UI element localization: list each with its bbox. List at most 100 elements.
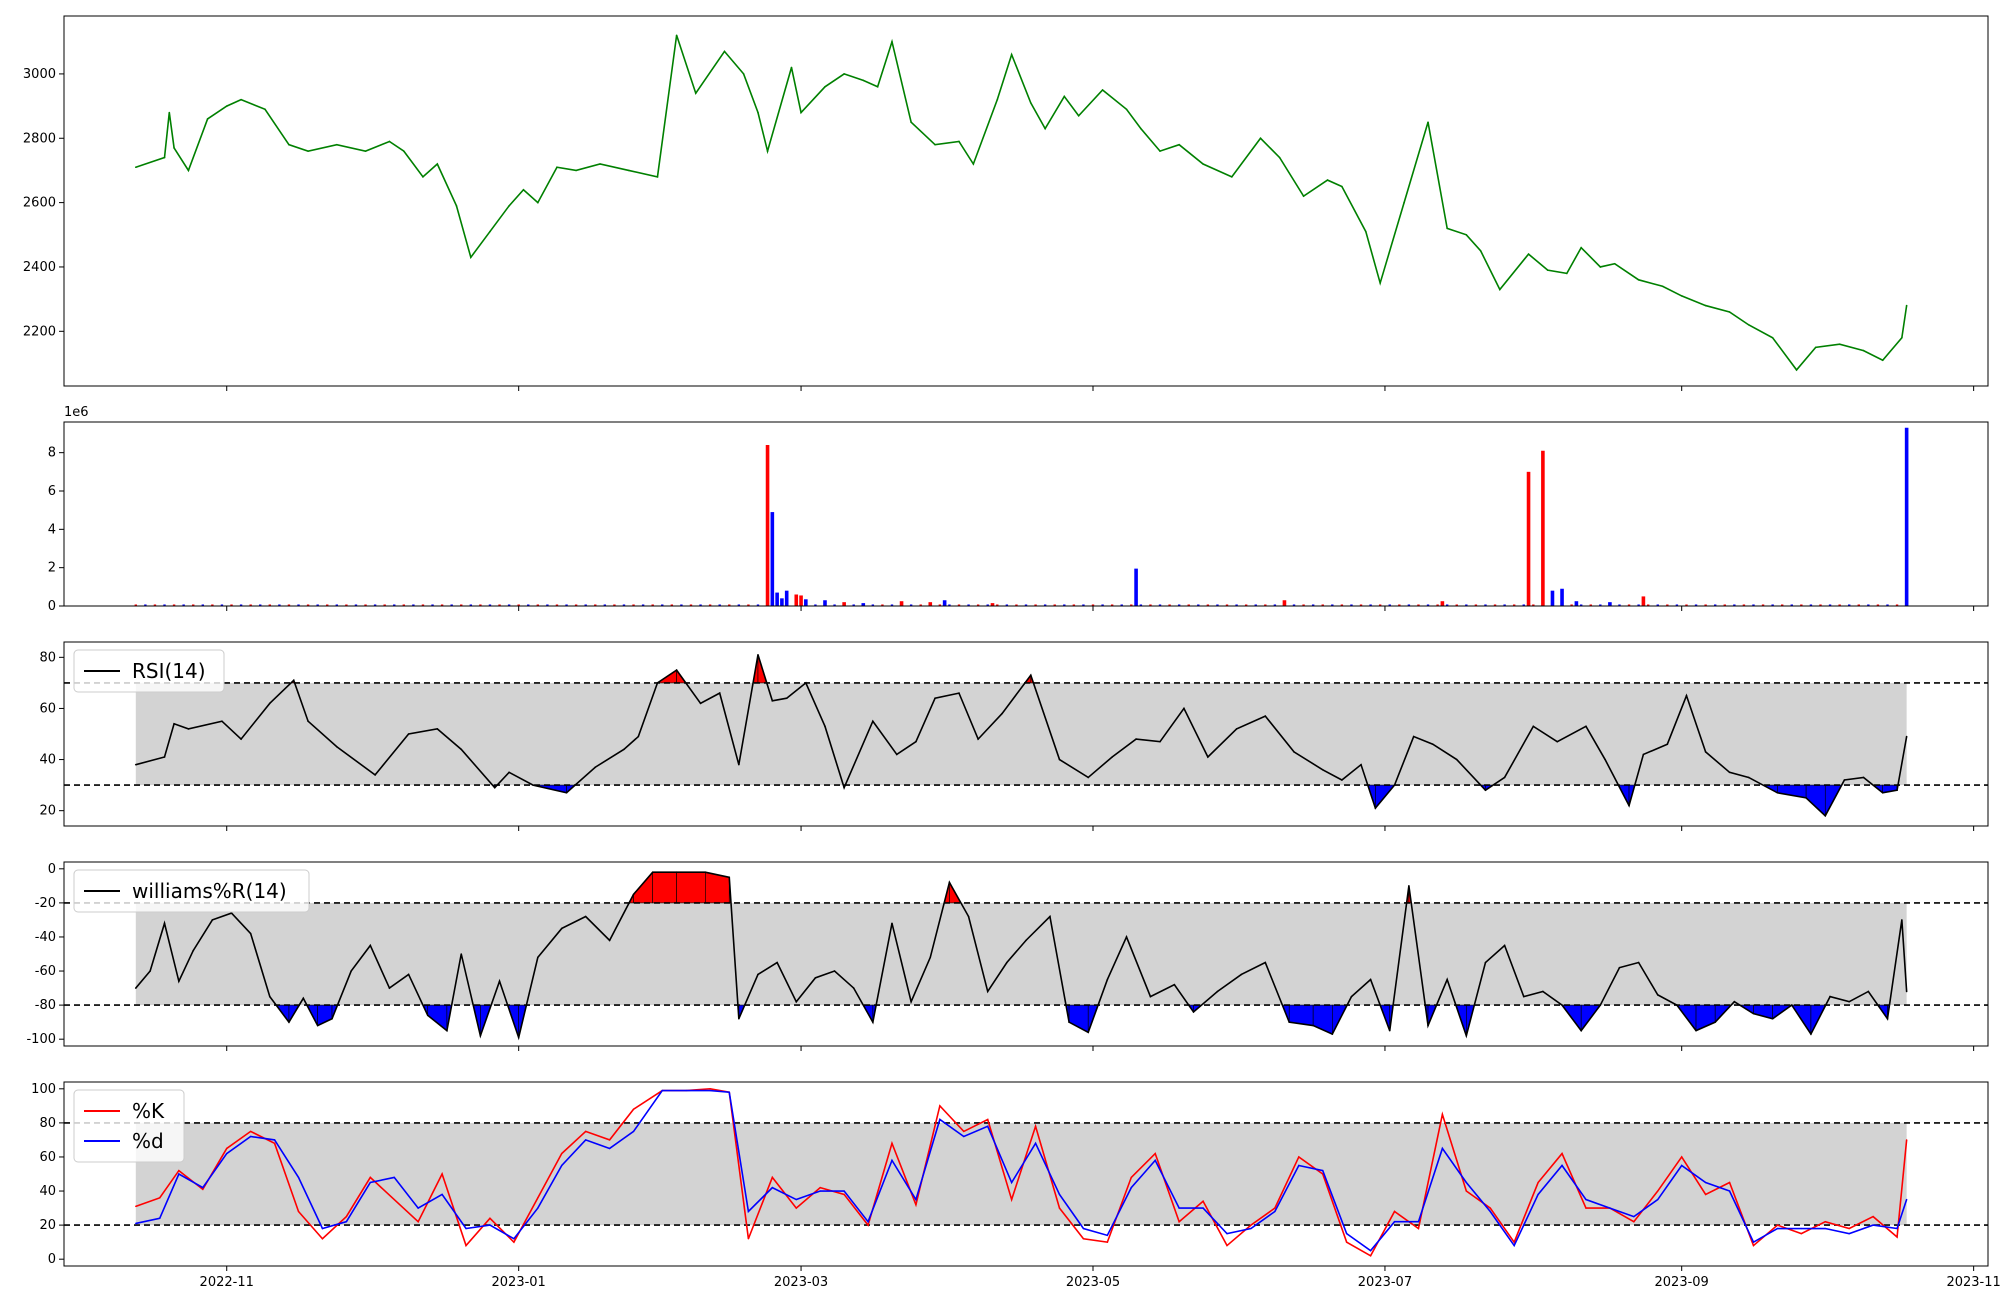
volume-bar	[1512, 604, 1516, 606]
k-point	[1905, 1139, 1908, 1141]
volume-bar	[1685, 604, 1688, 606]
price-panel-frame	[63, 15, 1989, 387]
williams_r-point	[1192, 1011, 1195, 1013]
rsi-point	[805, 682, 807, 684]
rsi-point	[1905, 735, 1908, 738]
rsi-point	[1207, 756, 1209, 758]
williams_r-point	[584, 915, 587, 918]
rsi-point	[307, 720, 309, 723]
volume-bar	[335, 604, 339, 606]
y-tick-label: 0	[48, 862, 56, 877]
volume-bar	[1761, 604, 1765, 606]
volume-bar	[1282, 600, 1287, 606]
rsi-point	[757, 653, 759, 656]
d-point	[1896, 1227, 1898, 1230]
williams_r-point	[1484, 961, 1487, 964]
williams_r-point	[833, 970, 836, 972]
d-point	[159, 1217, 161, 1219]
volume-bar	[986, 604, 989, 606]
volume-panel: 0 2 4 6 8 1e6	[48, 405, 1989, 614]
williams-r-panel-frame	[63, 861, 1989, 1047]
price-point	[489, 230, 491, 233]
rsi-point	[718, 692, 721, 694]
price-point	[656, 176, 659, 178]
legend-label: %K	[132, 1099, 165, 1123]
d-point	[1202, 1207, 1204, 1209]
volume-bar	[1550, 590, 1555, 606]
d-point	[561, 1164, 563, 1167]
volume-bar	[230, 604, 233, 606]
volume-bar	[1484, 604, 1487, 606]
williams_r-point	[1465, 1034, 1468, 1037]
k-point	[819, 1186, 821, 1189]
price-point	[225, 105, 228, 107]
volume-bar	[1350, 604, 1353, 606]
price-point	[1838, 343, 1841, 345]
williams_r-point	[288, 1021, 290, 1023]
volume-bar	[1599, 604, 1602, 606]
volume-bar	[1904, 427, 1909, 606]
price-point	[1566, 272, 1568, 275]
volume-bar	[1187, 604, 1190, 606]
y-tick-label: -80	[35, 998, 56, 1013]
k-point	[1489, 1207, 1491, 1209]
rsi-point	[1058, 758, 1061, 761]
price-point	[1259, 137, 1262, 140]
k-point	[561, 1152, 563, 1155]
k-point	[1058, 1207, 1061, 1209]
price-point	[508, 205, 510, 207]
williams_r-point	[852, 987, 855, 989]
williams_r-point	[369, 944, 372, 947]
price-point	[537, 201, 539, 204]
k-point	[297, 1210, 300, 1213]
williams_r-point	[1656, 994, 1659, 996]
volume-bar	[1168, 604, 1171, 606]
k-point	[771, 1176, 774, 1179]
rsi-point	[1843, 779, 1846, 781]
d-line	[135, 1089, 1908, 1252]
k-point	[1178, 1221, 1180, 1223]
rsi-point	[1776, 791, 1779, 794]
legend-label: %d	[132, 1129, 164, 1153]
d-point	[771, 1186, 774, 1189]
d-point	[321, 1227, 324, 1230]
rsi-point	[623, 748, 625, 751]
volume-bar	[1082, 604, 1085, 606]
y-tick-label: 20	[39, 804, 56, 819]
volume-bar	[861, 603, 866, 606]
price-point	[388, 140, 391, 143]
stochastic-panel-frame	[63, 1081, 1989, 1267]
rsi-point	[1896, 789, 1898, 792]
k-point	[369, 1176, 372, 1179]
volume-bar	[661, 604, 664, 606]
d-point	[1848, 1232, 1850, 1235]
volume-bar	[990, 603, 995, 606]
k-point	[1106, 1241, 1109, 1243]
rsi-point	[1628, 804, 1630, 807]
rsi-point	[738, 763, 740, 766]
williams_r-point	[738, 1017, 740, 1020]
volume-bar	[1780, 604, 1784, 606]
price-point	[1231, 176, 1233, 178]
k-point	[867, 1224, 869, 1226]
y-tick-label: -60	[35, 964, 56, 979]
rsi-point	[1235, 728, 1238, 730]
volume-bar	[1876, 604, 1880, 606]
williams_r-point	[1503, 944, 1506, 947]
volume-bar	[1526, 471, 1531, 606]
williams_r-point	[872, 1021, 874, 1023]
volume-bar	[976, 604, 980, 606]
d-point	[661, 1089, 663, 1092]
volume-bar	[1331, 604, 1334, 606]
rsi-point	[958, 692, 960, 694]
k-point	[1250, 1224, 1252, 1226]
d-point	[393, 1176, 395, 1179]
d-point	[1082, 1227, 1085, 1230]
rsi-point	[1135, 738, 1137, 740]
williams_r-point	[1829, 995, 1831, 998]
d-point	[1441, 1147, 1444, 1150]
price-point	[1599, 266, 1602, 268]
price-point	[790, 66, 793, 69]
price-point	[910, 121, 912, 123]
x-tick-label: 2023-07	[1358, 1275, 1412, 1290]
